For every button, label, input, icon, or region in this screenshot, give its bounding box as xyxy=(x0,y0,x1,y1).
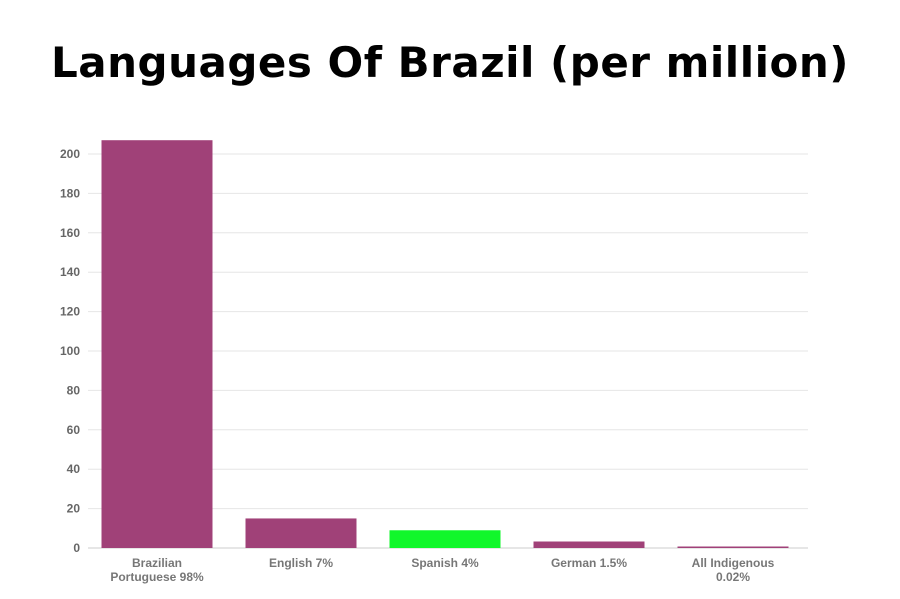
bar xyxy=(245,518,357,548)
bars xyxy=(101,140,789,548)
y-tick-label: 140 xyxy=(60,265,80,279)
bar xyxy=(389,530,501,548)
x-category-label: All Indigenous xyxy=(692,556,775,570)
y-tick-label: 100 xyxy=(60,344,80,358)
x-category-label: English 7% xyxy=(269,556,333,570)
bar xyxy=(677,546,789,548)
x-category-label: Portuguese 98% xyxy=(110,570,204,584)
y-tick-label: 40 xyxy=(67,462,81,476)
y-tick-label: 60 xyxy=(67,423,81,437)
y-tick-label: 180 xyxy=(60,186,80,200)
y-axis-ticks: 0 20 40 60 80 100 120 140 160 180 200 xyxy=(60,147,80,555)
x-category-label: 0.02% xyxy=(716,570,750,584)
x-category-label: Brazilian xyxy=(132,556,182,570)
x-category-label: Spanish 4% xyxy=(411,556,479,570)
bar xyxy=(101,140,213,548)
y-tick-label: 120 xyxy=(60,305,80,319)
chart-title: Languages Of Brazil (per million) xyxy=(51,38,849,87)
bar xyxy=(533,541,645,548)
x-category-label: German 1.5% xyxy=(551,556,627,570)
y-tick-label: 0 xyxy=(73,541,80,555)
y-tick-label: 160 xyxy=(60,226,80,240)
y-tick-label: 200 xyxy=(60,147,80,161)
y-tick-label: 20 xyxy=(67,502,81,516)
y-tick-label: 80 xyxy=(67,383,81,397)
